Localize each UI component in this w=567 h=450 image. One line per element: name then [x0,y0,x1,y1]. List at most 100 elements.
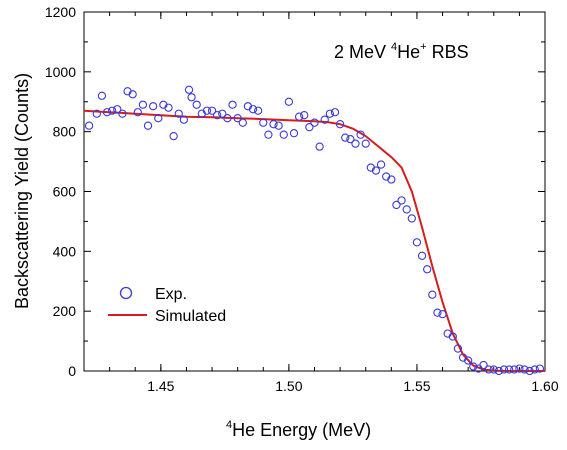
exp-point [108,106,117,115]
exp-point [392,200,401,210]
exp-point [330,108,340,117]
exp-point [464,356,473,365]
exp-point [179,115,189,124]
exp-point [310,118,319,127]
exp-point [228,100,237,109]
exp-point [192,100,201,109]
exp-point [284,97,294,106]
exp-point [92,109,101,118]
exp-point [387,175,396,184]
exp-point [433,308,442,317]
y-tick-label: 0 [68,363,76,379]
y-tick-label: 800 [53,124,77,140]
x-tick-label: 1.50 [275,378,302,394]
plot-frame [83,11,546,372]
exp-point [407,214,416,223]
exp-point [341,133,350,142]
exp-point [469,362,478,371]
exp-point [325,109,335,118]
exp-point [489,365,498,374]
x-axis-label: 4He Energy (MeV) [226,419,371,440]
exp-point [376,160,386,169]
exp-point [402,205,411,214]
exp-point [238,118,247,127]
y-tick-label: 200 [53,303,77,319]
exp-point [248,105,258,114]
tick-labels: 0 200 400 600 800 1000 1200 1.45 1.50 1.55 1.60 [45,4,559,394]
exp-point [143,121,153,130]
exp-point [428,290,437,299]
exp-point [264,130,273,139]
exp-point [315,142,324,151]
exp-point [417,251,427,260]
exp-point [84,121,94,130]
x-tick-label: 1.55 [403,378,430,394]
legend: Exp. Simulated [108,286,226,325]
exp-point [289,129,299,138]
exp-point [113,105,122,114]
exp-point [510,365,519,374]
x-tick-label: 1.45 [147,378,174,394]
y-axis-label: Backscattering Yield (Counts) [12,73,32,309]
exp-point [187,93,196,102]
y-tick-label: 600 [53,184,77,200]
exp-point [133,108,142,117]
exp-point [118,109,127,118]
legend-simulated-label: Simulated [155,308,226,325]
exp-point [294,112,304,121]
exp-point [213,111,222,120]
y-tick-label: 1200 [45,4,76,20]
exp-point [356,130,365,139]
exp-point [494,366,504,376]
exp-point [479,360,488,370]
y-tick-label: 1000 [45,64,76,80]
exp-point [423,265,432,274]
exp-point [259,118,268,127]
exp-point [305,123,314,132]
exp-point [202,106,212,115]
exp-point [102,108,112,117]
y-tick-label: 400 [53,243,77,259]
exp-point [128,90,137,99]
exp-point [320,115,329,124]
exp-point [530,365,539,374]
exp-point [520,365,529,374]
exp-point [154,114,163,123]
exp-point [254,106,263,115]
exp-point [448,332,457,341]
exp-point [169,131,178,141]
exp-point [148,102,158,111]
exp-point [484,365,493,374]
exp-point [525,366,534,376]
exp-point [174,109,183,118]
exp-point [218,109,227,118]
exp-point [164,103,173,112]
exp-point [499,365,509,374]
exp-point [346,134,355,144]
exp-point [223,114,232,123]
simulated-series [83,109,545,372]
exp-point [397,196,406,205]
legend-exp-label: Exp. [155,286,187,303]
exp-point [233,114,242,123]
exp-point [515,364,524,373]
exp-point [279,130,288,139]
axis-ticks [83,11,546,372]
exp-point [274,121,283,130]
exp-point [269,120,278,129]
exp-point [97,91,107,100]
exp-series [84,85,545,376]
exp-point [138,100,148,109]
exp-point [361,139,370,148]
chart-annotation: 2 MeV 4He+ RBS [334,41,469,62]
simulated-line [83,109,545,372]
exp-point [535,364,545,373]
exp-point [504,365,514,374]
exp-point [371,166,381,175]
exp-point [351,139,360,148]
exp-point [300,111,309,120]
exp-point [335,120,345,129]
exp-point [184,85,194,94]
exp-point [453,344,463,353]
